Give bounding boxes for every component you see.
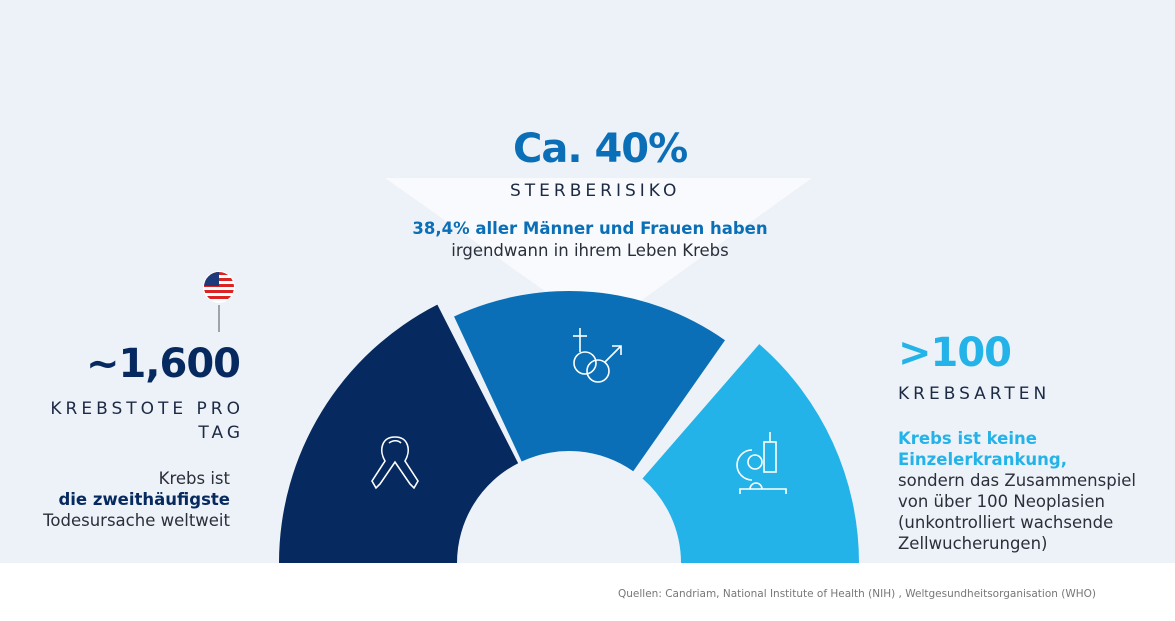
types-text-3: (unkontrolliert wachsende xyxy=(898,513,1114,532)
types-text-1: sondern das Zusammenspiel xyxy=(898,471,1137,490)
risk-label: STERBERISIKO xyxy=(510,181,681,201)
deaths-label-2: TAG xyxy=(198,423,244,443)
risk-text: irgendwann in ihrem Leben Krebs xyxy=(451,241,729,260)
types-highlight-1: Krebs ist keine xyxy=(898,429,1037,448)
deaths-label-1: KREBSTOTE PRO xyxy=(50,399,244,419)
microscope-icon xyxy=(736,432,787,494)
deaths-value: ~1,600 xyxy=(85,341,241,387)
types-value: >100 xyxy=(898,330,1012,376)
types-text-4: Zellwucherungen) xyxy=(898,534,1048,553)
segment-risk xyxy=(454,290,726,472)
deaths-highlight: die zweithäufigste xyxy=(58,490,230,509)
segment-deaths xyxy=(279,304,519,563)
types-label: KREBSARTEN xyxy=(898,384,1051,404)
segment-types xyxy=(642,344,859,563)
risk-highlight: 38,4% aller Männer und Frauen haben xyxy=(412,219,768,238)
deaths-text-2: Todesursache weltweit xyxy=(43,511,230,530)
spotlight-glow xyxy=(385,178,812,330)
cancer-ribbon-icon xyxy=(371,436,419,490)
sources: Quellen: Candriam, National Institute of… xyxy=(618,588,1096,600)
gender-symbols-icon xyxy=(573,328,622,383)
risk-value: Ca. 40% xyxy=(513,126,688,172)
types-highlight-2: Einzelerkrankung, xyxy=(898,450,1067,469)
deaths-text-1: Krebs ist xyxy=(158,469,230,488)
types-text-2: von über 100 Neoplasien xyxy=(898,492,1105,511)
